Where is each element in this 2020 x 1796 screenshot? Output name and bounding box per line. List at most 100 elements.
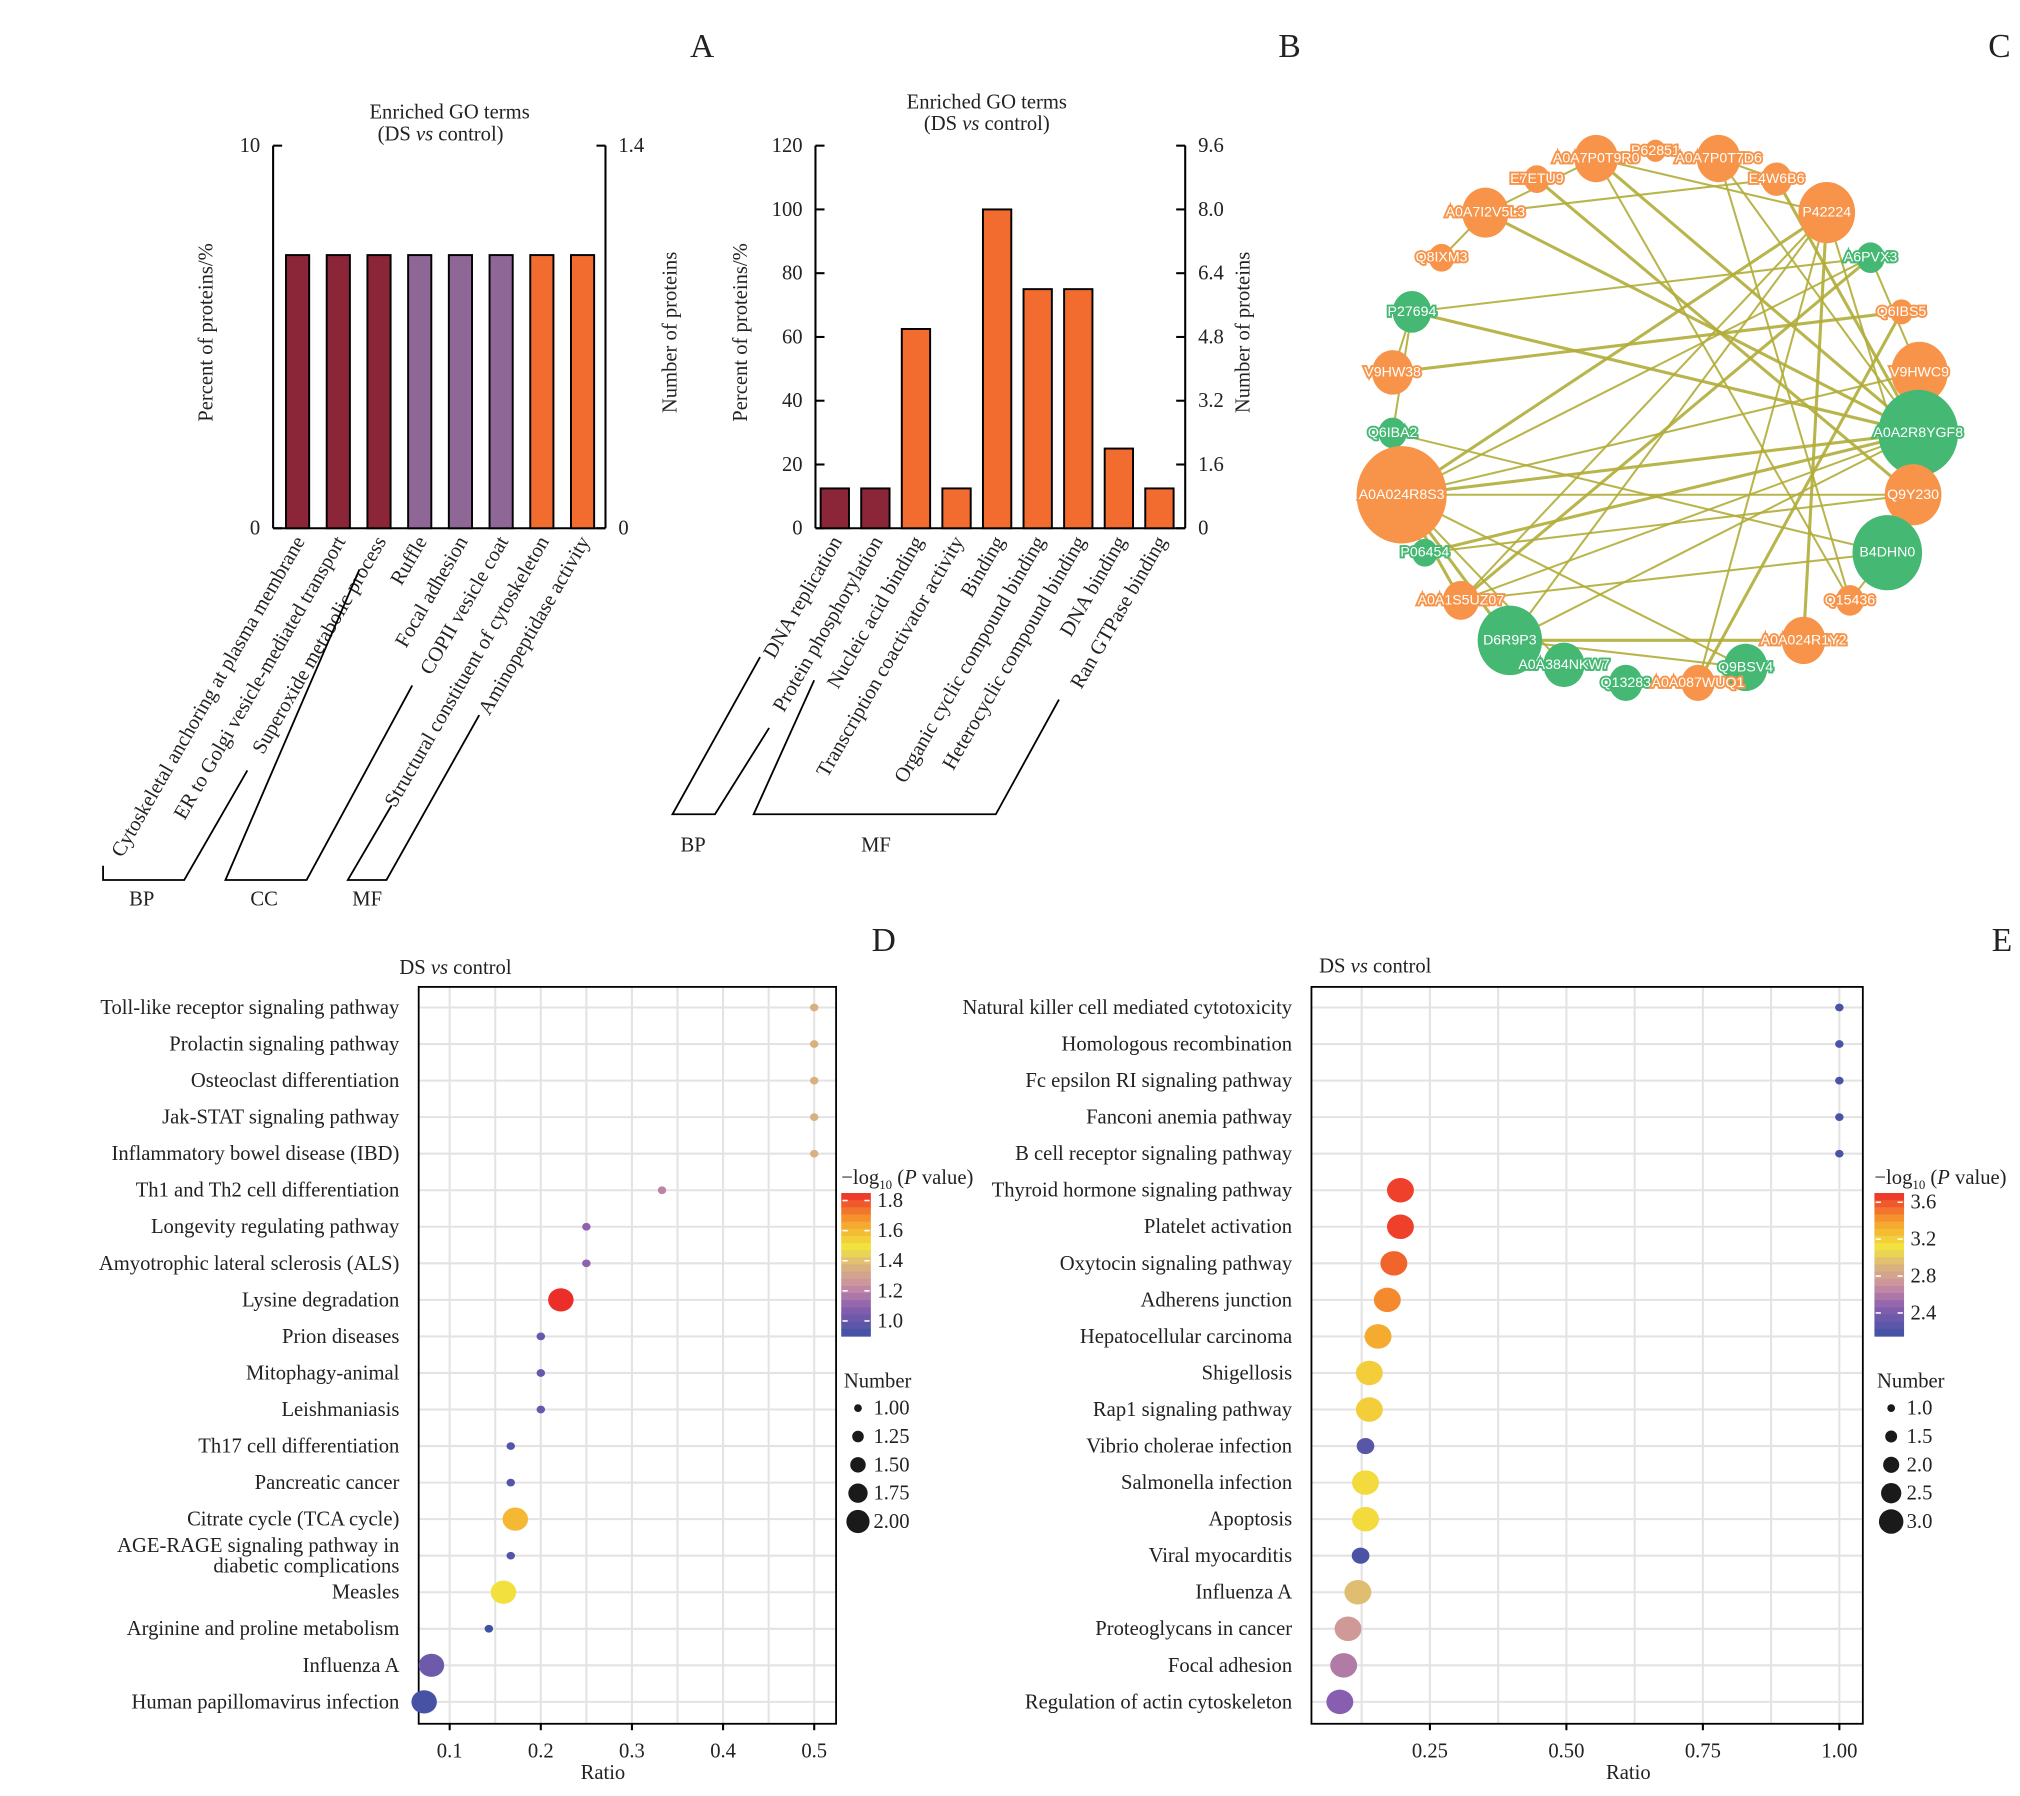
node-label: A0A024R1Y2 (1761, 632, 1847, 648)
network-node: Q9Y230 (1884, 464, 1942, 526)
data-point (582, 1259, 591, 1268)
y2-tick-label: 0 (1198, 518, 1208, 540)
network-edge (1595, 157, 1827, 214)
legend-title-part: P (903, 1167, 917, 1189)
y-tick-label: Amyotrophic lateral sclerosis (ALS) (99, 1253, 399, 1275)
network-edge (1509, 639, 1746, 669)
network-node: A0A2R8YGF8 (1871, 389, 1965, 477)
node-label: A0A384NKW7 (1518, 657, 1609, 673)
colorbar-segment (1874, 1257, 1905, 1266)
data-point (484, 1624, 494, 1633)
node-circle (1835, 585, 1865, 616)
network-node: V9HWC9 (1888, 341, 1951, 403)
plot-frame (1310, 985, 1864, 1725)
node-circle (1428, 243, 1455, 272)
y-tick-label: Inflammatory bowel disease (IBD) (111, 1143, 399, 1165)
colorbar-tick-label: 1.6 (877, 1220, 903, 1242)
data-point (1835, 1003, 1844, 1012)
node-label: A0A2R8YGF8 (1873, 425, 1963, 441)
y-tick-label: Th1 and Th2 cell differentiation (136, 1180, 400, 1202)
y-tick-label: Mitophagy-animal (246, 1362, 400, 1384)
bar-mf (1103, 447, 1134, 530)
network-edge (1460, 211, 1828, 602)
colorbar-segment (1874, 1250, 1905, 1259)
node-circle (1442, 580, 1479, 620)
group-bracket-bp (102, 770, 249, 881)
group-bracket-bp (670, 656, 770, 816)
y-tick-label: Influenza A (1195, 1582, 1292, 1604)
panel-label-d: D (872, 922, 896, 959)
colorbar-segment (841, 1264, 871, 1273)
size-legend-label: 1.00 (873, 1398, 909, 1420)
y-tick-label: Thyroid hormone signaling pathway (992, 1180, 1293, 1202)
y-tick-label: Leishmaniasis (281, 1399, 399, 1421)
data-point (809, 1149, 819, 1158)
y-tick-label: Rap1 signaling pathway (1093, 1399, 1293, 1421)
colorbar-segment (841, 1235, 871, 1244)
data-point (506, 1551, 515, 1560)
node-label: A0A1S5UZ07 (1418, 592, 1505, 608)
node-circle (1524, 165, 1550, 194)
network-edge (1401, 431, 1919, 497)
y-tick-label: 120 (772, 135, 803, 157)
colorbar-segment (841, 1221, 871, 1230)
colorbar-segment (841, 1193, 871, 1201)
data-point (1326, 1689, 1354, 1715)
size-legend-label: 2.00 (873, 1511, 909, 1533)
network-node: B4DHN0 (1852, 515, 1923, 591)
y-tick-label: Lysine degradation (242, 1289, 399, 1311)
data-point (809, 1040, 819, 1048)
node-circle (1723, 643, 1768, 692)
node-circle (1852, 515, 1923, 591)
network-edge (1411, 256, 1871, 313)
node-label: Q6IBS5 (1877, 304, 1927, 320)
network-edge (1717, 157, 1920, 434)
y-tick-label: Citrate cycle (TCA cycle) (187, 1509, 399, 1531)
x-tick-label: 0.5 (801, 1740, 827, 1762)
size-legend-label: 1.75 (873, 1483, 909, 1505)
network-edge (1460, 551, 1888, 602)
y-tick-label: Platelet activation (1144, 1216, 1292, 1238)
node-circle (1356, 446, 1447, 544)
y-tick-label: Prion diseases (282, 1326, 399, 1348)
colorbar-segment (841, 1250, 871, 1259)
network-edge (1717, 158, 1851, 601)
group-bracket-mf (752, 679, 1060, 816)
network-edge (1802, 212, 1829, 641)
color-legend-title: −log10 (P value) (1874, 1167, 2006, 1192)
size-legend-label: 1.25 (873, 1426, 909, 1448)
colorbar-segment (841, 1228, 871, 1237)
colorbar-segment (841, 1314, 871, 1323)
data-point (809, 1003, 819, 1012)
size-legend-title: Number (844, 1371, 912, 1393)
data-point (1835, 1149, 1844, 1158)
x-tick-label: 0.50 (1548, 1740, 1584, 1762)
node-label: A0A7P0T9R0 (1553, 151, 1640, 167)
node-label: Q6IBA2 (1368, 425, 1418, 441)
bar-bp (325, 254, 351, 530)
y-tick-label: Natural killer cell mediated cytotoxicit… (962, 997, 1292, 1019)
colorbar-segment (841, 1257, 871, 1266)
panel-label-a: A (690, 28, 714, 65)
y-tick-label: Apoptosis (1209, 1509, 1293, 1531)
data-point (657, 1186, 667, 1195)
x-tick-label: 0.3 (619, 1740, 645, 1762)
y2-tick-label: 1.6 (1198, 454, 1224, 476)
chart-title: DS vs control (399, 957, 511, 979)
colorbar-segment (1874, 1207, 1905, 1216)
node-label: A0A7P0T7D6 (1675, 151, 1762, 167)
node-label: E4W6B6 (1749, 171, 1805, 187)
color-legend-title: −log10 (P value) (841, 1167, 973, 1192)
data-point (506, 1442, 515, 1450)
network-edge (1411, 310, 1919, 435)
y-tick-label: Regulation of actin cytoskeleton (1025, 1691, 1292, 1713)
y-tick-label: 80 (782, 263, 803, 285)
node-circle (1411, 538, 1438, 567)
y-tick-label: Arginine and proline metabolism (127, 1618, 400, 1640)
node-circle (1798, 182, 1856, 244)
bar-mf (1063, 288, 1094, 530)
colorbar-segment (841, 1271, 871, 1280)
data-point (1330, 1653, 1358, 1678)
chart-title: Enriched GO terms (369, 102, 529, 124)
data-point (1386, 1177, 1414, 1203)
